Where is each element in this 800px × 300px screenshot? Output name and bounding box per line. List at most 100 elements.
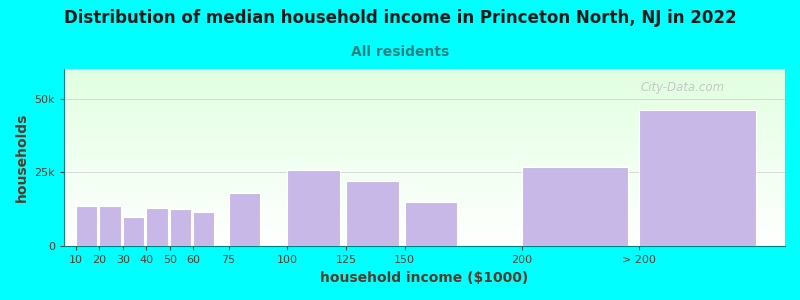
Bar [64,104,785,105]
Bar [64,172,785,173]
Bar [64,141,785,142]
Bar [64,113,785,114]
Bar [64,110,785,111]
Bar [64,182,785,183]
Bar [64,245,785,246]
Bar [64,231,785,232]
Bar [64,199,785,200]
Bar [64,126,785,127]
Bar [64,211,785,212]
Bar [64,177,785,178]
Bar [64,228,785,229]
Bar [64,163,785,164]
Bar [64,79,785,80]
Bar [64,176,785,177]
Bar [64,89,785,90]
Bar [64,224,785,225]
Bar [64,175,785,176]
Bar [64,131,785,132]
Bar [64,71,785,72]
Bar [64,153,785,154]
Bar [64,222,785,223]
Bar [64,200,785,201]
Bar [64,162,785,163]
Bar [64,85,785,86]
Bar [64,130,785,131]
Bar [64,170,785,171]
Bar [64,184,785,185]
Bar [64,147,785,148]
Bar [64,86,785,87]
Bar [64,154,785,155]
Bar [64,88,785,89]
Bar [64,103,785,104]
Bar [64,192,785,193]
Bar [64,230,785,231]
Bar [64,95,785,96]
Bar [64,232,785,233]
Bar [64,185,785,186]
Bar [64,173,785,174]
Bar [639,110,756,246]
Bar [64,73,785,74]
Bar [64,97,785,98]
Bar [64,201,785,202]
Bar [64,205,785,206]
Bar [194,212,214,246]
Bar [64,238,785,239]
Bar [64,119,785,120]
Bar [64,94,785,95]
Bar [64,84,785,85]
Bar [64,225,785,226]
Bar [64,145,785,146]
Bar [229,193,260,246]
Bar [64,148,785,149]
Bar [170,209,191,246]
Bar [64,191,785,192]
Bar [64,139,785,140]
Y-axis label: households: households [15,113,29,202]
Bar [64,76,785,77]
Bar [64,70,785,71]
Bar [64,109,785,110]
Bar [64,187,785,188]
Bar [64,194,785,195]
Bar [64,181,785,182]
Bar [123,217,144,246]
Bar [64,188,785,189]
Bar [64,123,785,124]
Bar [64,105,785,106]
Bar [64,237,785,238]
Bar [64,136,785,137]
Bar [64,69,785,70]
Bar [64,137,785,138]
Bar [64,108,785,109]
Bar [64,133,785,134]
Bar [64,216,785,217]
Bar [64,152,785,153]
Bar [64,92,785,93]
Bar [64,77,785,78]
Bar [64,112,785,113]
Bar [64,114,785,115]
Bar [76,206,97,246]
Bar [64,227,785,228]
Bar [64,186,785,187]
Bar [64,140,785,141]
Bar [64,125,785,126]
Bar [64,143,785,144]
Bar [64,198,785,199]
Bar [64,101,785,102]
X-axis label: household income ($1000): household income ($1000) [321,271,529,285]
Bar [64,229,785,230]
Bar [64,135,785,136]
Bar [64,106,785,107]
Bar [64,149,785,150]
Bar [522,167,628,246]
Bar [64,93,785,94]
Bar [64,244,785,245]
Bar [64,203,785,204]
Text: All residents: All residents [351,45,449,59]
Bar [64,174,785,175]
Bar [64,179,785,180]
